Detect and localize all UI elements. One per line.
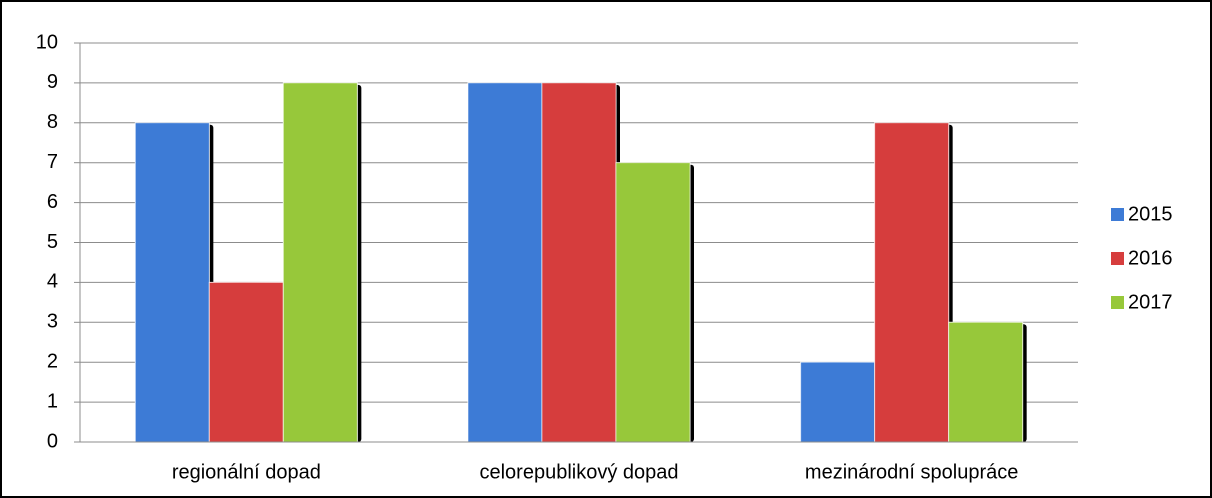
bar-sheen [468, 82, 542, 443]
y-tick-label: 6 [47, 191, 58, 213]
bar-sheen [542, 82, 616, 443]
bar-sheen [209, 282, 284, 442]
x-tick-label: regionální dopad [172, 461, 321, 483]
legend-swatch [1111, 252, 1124, 265]
y-tick-label: 8 [47, 111, 58, 133]
y-tick-label: 0 [47, 430, 58, 452]
bar-sheen [948, 322, 1023, 442]
x-tick-label: celorepublikový dopad [479, 461, 678, 483]
y-tick-label: 4 [47, 271, 58, 293]
legend-swatch [1111, 296, 1124, 309]
x-tick-label: mezinárodní spolupráce [805, 461, 1018, 483]
legend-label: 2015 [1128, 203, 1173, 225]
y-tick-label: 7 [47, 151, 58, 173]
y-tick-label: 10 [36, 31, 58, 53]
y-tick-label: 2 [47, 350, 58, 372]
bar-sheen [800, 362, 875, 442]
y-tick-label: 1 [47, 390, 58, 412]
legend-label: 2016 [1128, 247, 1173, 269]
bar-sheen [283, 82, 358, 443]
legend-label: 2017 [1128, 291, 1173, 313]
y-tick-label: 5 [47, 231, 58, 253]
y-tick-label: 3 [47, 311, 58, 333]
bar-sheen [874, 122, 949, 443]
y-tick-label: 9 [47, 71, 58, 93]
bar-sheen [135, 122, 210, 443]
bar-sheen [616, 162, 690, 442]
legend-swatch [1111, 208, 1124, 221]
